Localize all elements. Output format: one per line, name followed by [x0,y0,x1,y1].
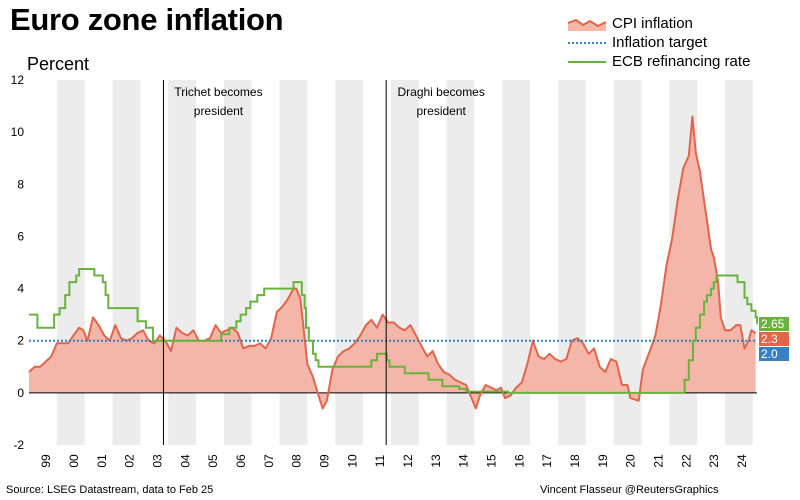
annotation-text: Trichet becomes [174,85,262,99]
y-tick-label: 8 [17,177,24,191]
x-tick-label: 12 [401,454,415,468]
y-tick-label: 10 [11,125,25,139]
x-tick-label: 16 [512,454,526,468]
source-note: Source: LSEG Datastream, data to Feb 25 [6,484,214,496]
y-tick-label: -2 [13,438,24,452]
x-tick-label: 21 [652,454,666,468]
credit-note: Vincent Flasseur @ReutersGraphics [540,484,719,496]
x-tick-label: 09 [317,454,331,468]
ecb-rate-line [29,268,758,394]
x-tick-label: 00 [67,454,81,468]
x-tick-label: 17 [540,454,554,468]
end-label-cpi: 2.3 [759,332,789,346]
legend-label-cpi: CPI inflation [612,15,693,32]
x-tick-label: 99 [39,454,53,468]
end-label-bg [759,347,789,361]
x-tick-label: 19 [596,454,610,468]
x-tick-label: 10 [345,454,359,468]
x-tick-label: 20 [624,454,638,468]
cpi-area [29,116,756,409]
end-label-text: 2.65 [761,317,785,331]
end-label-text: 2.3 [761,332,778,346]
legend: CPI inflation Inflation target ECB refin… [568,14,750,71]
legend-swatch-cpi [568,17,606,31]
x-tick-label: 04 [178,454,192,468]
x-tick-label: 01 [95,454,109,468]
end-label-target: 2.0 [759,347,789,361]
end-label-bg [759,317,789,331]
legend-item-ecb: ECB refinancing rate [568,52,750,71]
x-tick-label: 08 [290,454,304,468]
y-tick-label: 12 [11,73,25,87]
x-tick-label: 03 [150,454,164,468]
y-axis-unit-label: Percent [27,54,90,74]
x-tick-label: 05 [206,454,220,468]
legend-item-target: Inflation target [568,33,750,52]
annotation-text: Draghi becomes [397,85,484,99]
x-tick-label: 14 [457,454,471,468]
legend-swatch-ecb [568,55,606,69]
x-tick-label: 07 [262,454,276,468]
x-tick-label: 24 [735,454,749,468]
legend-label-target: Inflation target [612,34,708,51]
x-tick-label: 23 [707,454,721,468]
legend-item-cpi: CPI inflation [568,14,750,33]
x-tick-label: 06 [234,454,248,468]
x-tick-label: 11 [373,454,387,467]
chart-title: Euro zone inflation [10,2,284,37]
x-tick-label: 15 [485,454,499,468]
y-tick-label: 0 [17,386,24,400]
cpi-line [28,115,757,410]
y-tick-label: 2 [17,334,24,348]
end-label-bg [759,332,789,346]
end-label-text: 2.0 [761,347,778,361]
annotation-text: president [194,104,244,118]
x-tick-label: 18 [568,454,582,468]
y-tick-label: 6 [17,229,24,243]
y-tick-label: 4 [17,282,24,296]
x-tick-label: 02 [123,454,137,468]
end-label-ecb: 2.65 [759,317,789,331]
legend-label-ecb: ECB refinancing rate [612,53,751,70]
x-tick-label: 13 [429,454,443,468]
annotation-text: president [416,104,466,118]
x-tick-label: 22 [679,454,693,468]
